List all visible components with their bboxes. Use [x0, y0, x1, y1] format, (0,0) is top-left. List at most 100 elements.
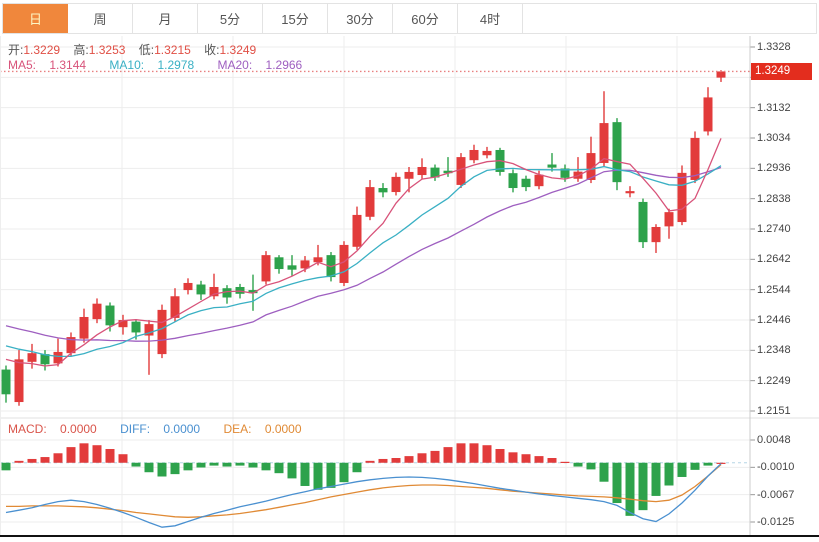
- macd-hist-bar: [326, 462, 336, 488]
- ohlc-readout: 开:1.3229 高:1.3253 低:1.3215 收:1.3249: [8, 41, 266, 58]
- candle-body: [508, 173, 518, 189]
- macd-hist-bar: [495, 449, 505, 463]
- candle-body: [404, 171, 414, 179]
- macd-hist-bar: [508, 452, 518, 463]
- candle-body: [638, 201, 648, 243]
- high-value: 1.3253: [88, 43, 126, 57]
- macd-hist-bar: [248, 462, 258, 468]
- macd-hist-bar: [274, 462, 284, 474]
- macd-hist-bar: [443, 447, 453, 463]
- candle-body: [27, 353, 37, 362]
- macd-axis-label: -0.0125: [757, 516, 795, 528]
- ma20-value: 1.2966: [265, 58, 303, 72]
- tab-30min[interactable]: 30分: [328, 4, 393, 33]
- ma10-label: MA10:: [109, 58, 145, 72]
- macd-hist-bar: [79, 443, 89, 463]
- candle-body: [430, 167, 440, 178]
- candle-body: [79, 316, 89, 339]
- price-axis-label: 1.3034: [757, 132, 791, 144]
- candle-body: [417, 166, 427, 176]
- candle-body: [118, 320, 128, 328]
- low-label: 低:: [138, 43, 155, 57]
- candle-body: [300, 260, 310, 269]
- tab-week[interactable]: 周: [68, 4, 133, 33]
- candle-body: [339, 244, 349, 283]
- macd-hist-bar: [183, 462, 193, 471]
- macd-hist-bar: [131, 462, 141, 467]
- price-axis-label: 1.2446: [757, 314, 791, 326]
- price-axis-label: 1.2642: [757, 253, 791, 266]
- macd-hist-bar: [378, 458, 388, 463]
- macd-hist-bar: [287, 462, 297, 479]
- tab-5min[interactable]: 5分: [198, 4, 263, 33]
- tab-60min[interactable]: 60分: [393, 4, 458, 33]
- candle-body: [14, 359, 24, 403]
- macd-hist-bar: [417, 453, 427, 463]
- open-value: 1.3229: [23, 43, 61, 57]
- macd-hist-bar: [664, 462, 674, 486]
- price-axis-label: 1.2348: [757, 344, 791, 357]
- tab-day[interactable]: 日: [3, 4, 68, 33]
- macd-axis-label: -0.0067: [757, 488, 795, 501]
- macd-hist-bar: [651, 462, 661, 496]
- candle-body: [560, 168, 570, 178]
- candle-body: [261, 255, 271, 282]
- candle-body: [625, 191, 635, 194]
- timeframe-tabbar: 日 周 月 5分 15分 30分 60分 4时: [2, 3, 817, 34]
- candle-body: [92, 303, 102, 320]
- ma20-label: MA20:: [217, 58, 253, 72]
- candle-body: [391, 176, 401, 193]
- candle-body: [274, 257, 284, 270]
- current-price-text: 1.3249: [755, 65, 791, 78]
- macd-hist-bar: [599, 462, 609, 482]
- tab-4hour[interactable]: 4时: [458, 4, 523, 33]
- macd-hist-bar: [1, 462, 11, 471]
- candle-body: [131, 321, 141, 333]
- diff-line: [5, 463, 722, 528]
- close-label: 收:: [204, 43, 220, 57]
- ma-readout: MA5: 1.3144 MA10: 1.2978 MA20: 1.2966: [8, 58, 322, 72]
- macd-readout: MACD: 0.0000 DIFF: 0.0000 DEA: 0.0000: [8, 422, 322, 436]
- macd-hist-bar: [677, 462, 687, 477]
- macd-hist-bar: [352, 462, 362, 473]
- macd-value: 0.0000: [60, 422, 97, 436]
- candle-body: [469, 149, 479, 161]
- macd-hist-bar: [118, 454, 128, 463]
- price-axis-label: 1.2249: [757, 374, 791, 387]
- ma20-line: [5, 166, 722, 342]
- price-axis-label: 1.3328: [757, 41, 791, 53]
- tab-15min[interactable]: 15分: [263, 4, 328, 33]
- macd-hist-bar: [196, 462, 206, 468]
- macd-hist-bar: [391, 458, 401, 463]
- high-label: 高:: [73, 43, 89, 57]
- candle-body: [248, 290, 258, 294]
- candle-body: [534, 174, 544, 187]
- candle-body: [144, 324, 154, 336]
- candle-body: [521, 178, 531, 188]
- candle-body: [222, 288, 232, 298]
- candle-body: [378, 188, 388, 193]
- candle-body: [235, 286, 245, 294]
- macd-hist-bar: [222, 462, 232, 467]
- open-label: 开:: [8, 43, 24, 57]
- macd-hist-bar: [625, 462, 635, 516]
- macd-hist-bar: [430, 450, 440, 463]
- macd-axis-label: 0.0048: [757, 434, 791, 446]
- macd-hist-bar: [339, 462, 349, 483]
- candle-body: [40, 354, 50, 365]
- macd-hist-bar: [27, 458, 37, 463]
- candle-body: [53, 351, 63, 364]
- macd-hist-bar: [170, 462, 180, 475]
- macd-hist-bar: [716, 462, 726, 464]
- macd-hist-bar: [638, 462, 648, 511]
- ma5-value: 1.3144: [49, 58, 87, 72]
- candle-body: [170, 296, 180, 318]
- macd-hist-bar: [612, 462, 622, 504]
- price-axis-label: 1.2936: [757, 162, 791, 175]
- candle-body: [66, 337, 76, 354]
- price-axis-label: 1.2544: [757, 283, 791, 296]
- tab-month[interactable]: 月: [133, 4, 198, 33]
- candle-body: [651, 226, 661, 243]
- macd-hist-bar: [144, 462, 154, 473]
